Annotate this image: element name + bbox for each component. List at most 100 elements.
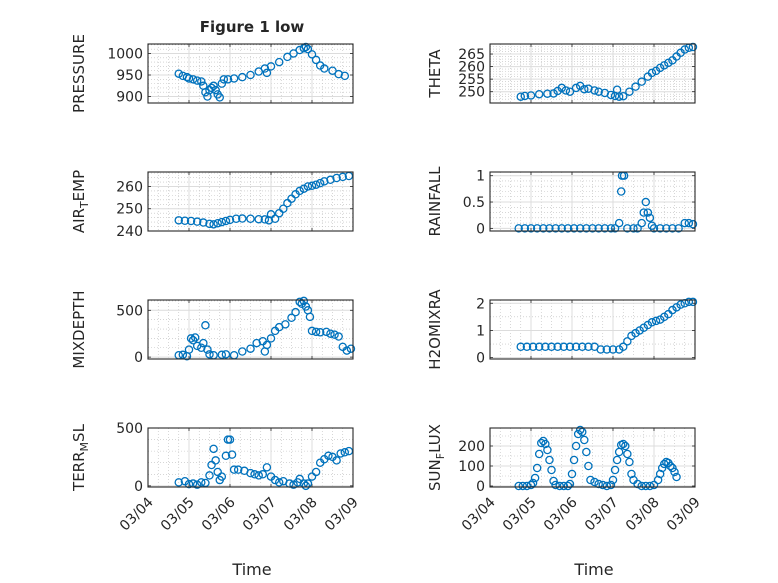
data-point: [233, 465, 243, 474]
data-point: [221, 451, 231, 461]
data-point: [616, 187, 626, 196]
data-point: [192, 480, 202, 489]
data-point: [553, 342, 562, 352]
data-point: [647, 318, 657, 327]
data-point: [514, 481, 523, 491]
data-point: [647, 221, 657, 230]
data-point: [528, 342, 538, 352]
data-point: [563, 224, 573, 233]
y-axis-label: SUNFLUX: [426, 424, 447, 491]
data-point: [582, 447, 591, 457]
data-point: [571, 441, 581, 451]
y-axis-label: MIXDEPTH: [70, 290, 88, 368]
data-point: [555, 481, 564, 491]
y-axis-label-main: RAINFALL: [426, 166, 444, 237]
data-point: [571, 342, 581, 352]
data-point: [569, 224, 579, 233]
data-point: [532, 224, 542, 233]
data-point: [279, 204, 288, 213]
data-point: [231, 214, 241, 224]
data-point: [250, 470, 259, 479]
data-point: [274, 478, 284, 487]
subplot-4: 0 0.5 1 RAINFALL: [426, 166, 698, 237]
data-point: [205, 350, 214, 359]
data-point: [334, 332, 343, 341]
data-point: [289, 480, 298, 489]
x-tick-label: 03/04: [459, 494, 499, 534]
axes-box: [147, 171, 354, 232]
data-point: [670, 467, 679, 477]
data-point: [258, 470, 268, 479]
axes-box: [489, 43, 696, 104]
data-point: [610, 465, 620, 475]
data-point: [315, 178, 325, 188]
axes-box: [147, 299, 354, 360]
data-point: [573, 429, 583, 439]
data-point: [606, 224, 616, 233]
data-point: [305, 312, 315, 322]
data-point: [207, 83, 216, 93]
y-axis-label: PRESSURE: [70, 34, 88, 113]
data-point: [270, 214, 280, 224]
data-point: [254, 214, 263, 224]
data-point: [274, 57, 284, 67]
data-point: [637, 481, 646, 491]
subplot-6: 0 1 2 H2OMIXRA: [426, 289, 698, 370]
data-point: [619, 342, 628, 352]
data-point: [520, 224, 530, 233]
data-point: [295, 297, 304, 307]
data-point: [336, 449, 345, 458]
data-point: [598, 480, 608, 490]
data-point: [545, 224, 554, 233]
data-point: [254, 471, 263, 480]
data-point: [238, 72, 247, 82]
data-point: [584, 461, 593, 471]
data-point: [623, 224, 632, 233]
y-axis-label-main: SUN: [426, 459, 444, 491]
data-point: [516, 92, 526, 101]
y-tick-label: 200: [458, 439, 485, 455]
data-point: [320, 64, 329, 73]
data-point: [674, 224, 683, 233]
data-point: [197, 77, 206, 86]
data-point: [324, 451, 333, 461]
data-point: [229, 74, 239, 83]
data-point: [340, 448, 350, 457]
data-point: [571, 83, 581, 93]
x-tick-label: 03/08: [623, 494, 663, 534]
data-point: [299, 184, 309, 193]
figure-title: Figure 1 low: [200, 18, 305, 36]
data-point: [516, 342, 526, 352]
data-point: [637, 218, 646, 228]
y-tick-label: 0: [134, 479, 143, 495]
x-tick-label: 03/08: [281, 494, 321, 534]
data-point: [672, 472, 681, 482]
y-tick-label: 950: [116, 68, 143, 84]
y-axis-label: TERRMSL: [70, 423, 91, 492]
data-point: [320, 177, 329, 186]
data-point: [211, 456, 220, 465]
data-point: [192, 76, 202, 85]
subplot-5: 0 500 MIXDEPTH: [70, 290, 356, 369]
data-point: [307, 326, 317, 336]
y-tick-label: 100: [458, 459, 485, 475]
data-point: [668, 463, 677, 473]
data-point: [610, 224, 620, 233]
data-point: [223, 75, 233, 84]
data-point: [340, 71, 350, 81]
data-point: [174, 69, 183, 78]
data-point: [534, 89, 544, 99]
y-axis-label-main: TERR: [70, 451, 88, 492]
data-point: [211, 85, 220, 95]
data-point: [205, 219, 214, 229]
data-point: [578, 342, 587, 352]
axes-box: [147, 427, 354, 488]
data-point: [307, 181, 317, 191]
data-point: [586, 475, 595, 485]
data-point: [547, 465, 556, 475]
axes-box: [489, 171, 696, 232]
data-point: [651, 316, 661, 326]
x-tick-label: 03/04: [117, 494, 157, 534]
data-point: [676, 300, 685, 309]
y-tick-label: 0.5: [463, 195, 485, 211]
